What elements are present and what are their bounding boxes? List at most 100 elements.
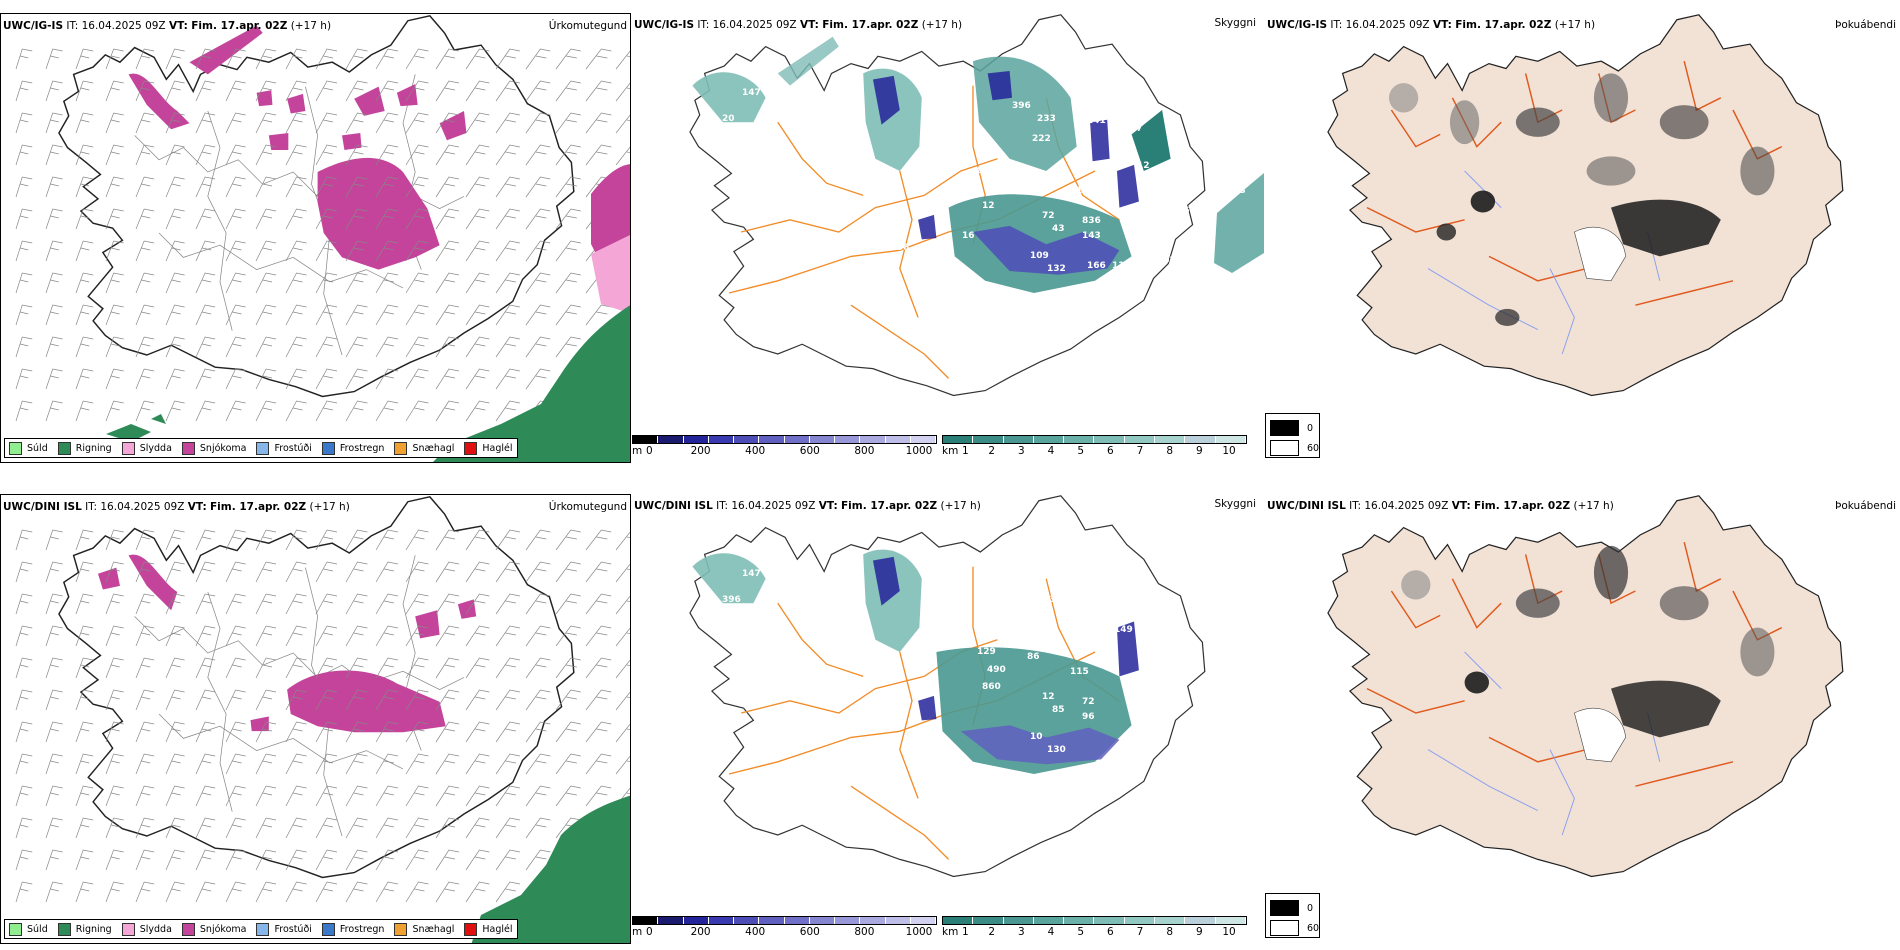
wind-barb	[225, 144, 246, 166]
wind-barb	[345, 208, 368, 230]
visibility-tick-label: 1	[962, 445, 969, 457]
wind-barb	[255, 80, 277, 102]
cloud-base-label: 12	[1042, 692, 1055, 702]
wind-barb	[135, 400, 155, 422]
cloud-base-label: 143	[1082, 231, 1101, 241]
wind-barb	[165, 657, 185, 679]
wind-barb	[615, 659, 630, 679]
wind-barb	[45, 849, 63, 871]
wind-barb	[315, 48, 338, 70]
wind-barb	[75, 336, 94, 358]
wind-barb	[225, 112, 246, 134]
wind-barb	[435, 176, 459, 198]
legend-item: Frostúði	[256, 441, 312, 455]
wind-barb	[285, 48, 307, 70]
visibility-tick-label: 9	[1195, 926, 1203, 938]
wind-barb	[525, 304, 551, 326]
wind-barb	[435, 849, 459, 871]
wind-barb	[75, 240, 94, 262]
wind-barb	[135, 304, 155, 326]
wind-barb	[15, 817, 33, 839]
wind-barb	[165, 80, 185, 102]
wind-barb	[585, 625, 612, 647]
wind-barb	[285, 881, 307, 903]
precip-panel-row2: UWC/DINI ISL IT: 16.04.2025 09Z VT: Fim.…	[0, 494, 631, 944]
wind-barb	[15, 368, 33, 390]
cloud-base-label: 16	[962, 231, 975, 241]
cloud-base-swatch	[759, 436, 785, 443]
wind-barb	[195, 689, 216, 711]
wind-barb	[165, 625, 185, 647]
legend-item: Slydda	[121, 922, 172, 936]
wind-barb	[165, 529, 185, 551]
wind-barb	[45, 593, 63, 615]
wind-barb	[375, 753, 399, 775]
wind-barb	[285, 240, 307, 262]
wind-barb	[195, 721, 216, 743]
wind-barb	[495, 176, 520, 198]
cloud-base-label: 72	[1082, 697, 1095, 707]
wind-barb	[165, 817, 185, 839]
cloud-base-swatch	[633, 917, 659, 924]
wind-barb	[135, 144, 155, 166]
wind-barb	[105, 753, 124, 775]
wind-barb	[285, 112, 307, 134]
wind-barb	[465, 657, 490, 679]
cloud-base-label: 147	[742, 88, 761, 98]
visibility-tick-label: 3	[1017, 445, 1025, 457]
visibility-swatch	[1124, 917, 1156, 924]
wind-barb	[225, 625, 246, 647]
wind-barb	[555, 753, 581, 775]
wind-barb	[405, 593, 429, 615]
wind-barb	[15, 689, 33, 711]
wind-barb	[225, 240, 246, 262]
wind-barb	[225, 80, 246, 102]
wind-barb	[405, 48, 429, 70]
wind-barb	[105, 368, 124, 390]
panel-header: UWC/DINI ISL IT: 16.04.2025 09Z VT: Fim.…	[1267, 500, 1614, 512]
wind-barb	[435, 625, 459, 647]
wind-barb	[525, 48, 551, 70]
cloud-base-label: 86	[1027, 652, 1040, 662]
wind-barb	[405, 272, 429, 294]
wind-barb	[345, 753, 368, 775]
wind-barb	[465, 368, 490, 390]
wind-barb	[45, 80, 63, 102]
cloud-base-label: 166	[1087, 261, 1106, 271]
wind-barb	[555, 721, 581, 743]
visibility-tick-label: 10	[1222, 445, 1236, 457]
legend-item: Haglél	[464, 922, 513, 936]
wind-barb	[165, 144, 185, 166]
wind-barb	[45, 561, 63, 583]
wind-barb	[495, 208, 520, 230]
wind-barb	[165, 721, 185, 743]
wind-barb	[315, 881, 338, 903]
wind-barb	[15, 753, 33, 775]
wind-barb	[345, 593, 368, 615]
wind-barb	[525, 80, 551, 102]
visibility-swatch	[1215, 917, 1246, 924]
wind-barb	[435, 817, 459, 839]
wind-barb	[495, 112, 520, 134]
visibility-tick-label: 8	[1166, 445, 1173, 457]
cloud-base-swatch	[759, 917, 785, 924]
cloud-base-label: 12	[982, 201, 995, 211]
wind-barb	[45, 144, 63, 166]
wind-barb	[45, 529, 63, 551]
cloud-base-label: 177	[1012, 582, 1031, 592]
fog-legend-label: 60	[1307, 922, 1320, 934]
wind-barb	[405, 112, 429, 134]
wind-barb	[75, 80, 94, 102]
wind-barb	[225, 593, 246, 615]
wind-barb	[495, 753, 520, 775]
wind-barb	[435, 881, 459, 903]
wind-barb	[525, 721, 551, 743]
wind-barb	[105, 144, 124, 166]
wind-barb	[405, 80, 429, 102]
wind-barb	[165, 593, 185, 615]
wind-barb	[255, 753, 277, 775]
cloud-base-label: 72	[1042, 211, 1055, 221]
wind-barb	[495, 272, 520, 294]
wind-barb	[465, 625, 490, 647]
wind-barb	[345, 529, 368, 551]
